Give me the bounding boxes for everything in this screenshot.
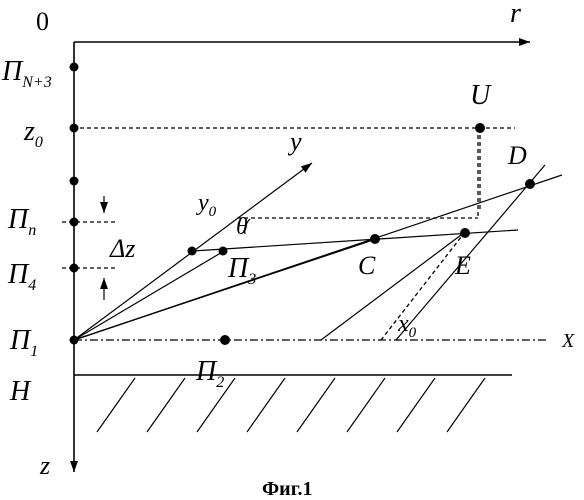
point-z-a	[70, 177, 79, 186]
point-p4	[70, 264, 79, 273]
line-x-to-e	[321, 232, 465, 340]
x-axis-label: X	[561, 330, 575, 352]
label-c: C	[358, 251, 376, 280]
label-theta: θ	[236, 214, 248, 240]
y-axis-label: y	[287, 127, 302, 156]
ground-hatching	[97, 378, 485, 432]
label-x0: x0	[397, 311, 417, 341]
r-axis-label: r	[510, 0, 521, 29]
label-delta-z: Δz	[109, 234, 135, 263]
point-p1	[70, 336, 79, 345]
label-e: E	[454, 251, 471, 280]
point-d	[525, 179, 535, 189]
label-u: U	[470, 80, 492, 111]
origin-label: 0	[36, 7, 49, 36]
label-p1: П1	[9, 325, 38, 360]
point-p2	[220, 335, 230, 345]
point-y-axis	[188, 247, 197, 256]
z-axis-label: z	[39, 451, 50, 480]
label-p3: П3	[227, 253, 256, 288]
label-pn: Пn	[7, 204, 36, 239]
line-p1-to-p3	[74, 251, 224, 340]
line-p1-to-d	[74, 175, 562, 340]
label-y0: y0	[196, 190, 217, 220]
label-p-n3: ПN+3	[1, 56, 52, 91]
point-u	[475, 123, 485, 133]
label-z0: z0	[23, 116, 43, 151]
point-c	[370, 234, 380, 244]
point-p-n3	[70, 63, 79, 72]
point-e	[460, 228, 470, 238]
point-pn	[70, 218, 79, 227]
point-p3	[219, 247, 228, 256]
point-z0	[70, 124, 79, 133]
label-h: H	[9, 376, 32, 407]
label-d: D	[507, 141, 527, 170]
label-p4: П4	[7, 259, 36, 294]
figure-caption: Фиг.1	[262, 478, 313, 500]
label-p2: П2	[195, 356, 224, 391]
